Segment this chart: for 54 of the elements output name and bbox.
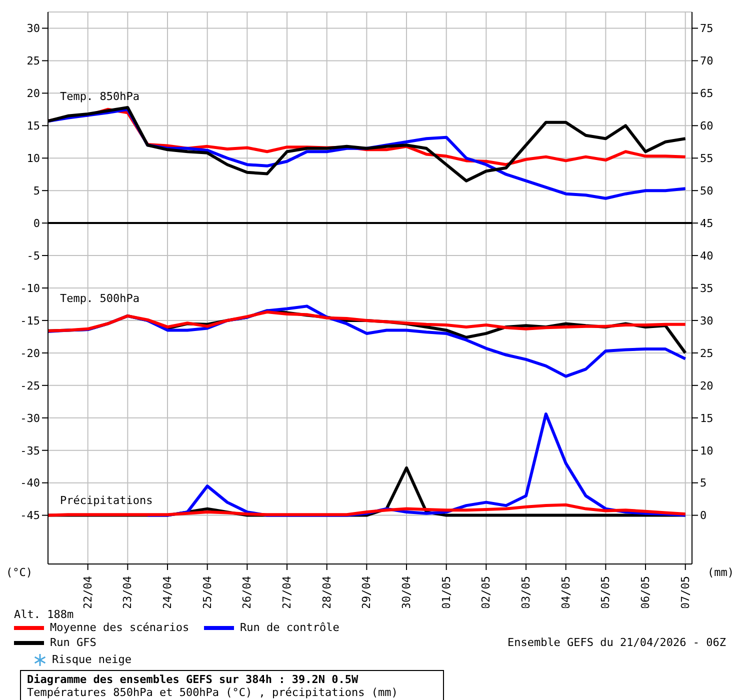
line-series: [48, 310, 687, 332]
text: Alt. 188m: [14, 608, 75, 621]
x-tick-label: 22/04: [81, 576, 94, 610]
y-tick-label: 0: [33, 216, 40, 230]
y2-axis-title: (mm): [708, 566, 734, 579]
y-axis-title: (°C): [6, 566, 32, 579]
y2-tick-label: 60: [700, 120, 714, 133]
legend-label: Run GFS: [50, 636, 96, 649]
legend-label: Run de contrôle: [240, 621, 340, 634]
y2-tick-label: 75: [700, 22, 714, 36]
y-tick-label: 25: [26, 54, 40, 68]
text: Ensemble GEFS du 21/04/2026 - 06Z: [507, 636, 726, 649]
x-tick-label: 26/04: [240, 576, 254, 610]
y2-tick-label: 25: [700, 346, 714, 360]
y-tick-label: -30: [20, 412, 40, 425]
y-tick-label: -15: [20, 314, 40, 328]
x-tick-label: 24/04: [161, 576, 174, 610]
y2-tick-label: 55: [700, 152, 714, 166]
y-tick-label: 20: [26, 87, 40, 100]
x-tick-label: 27/04: [280, 576, 294, 610]
x-tick-label: 28/04: [320, 576, 334, 610]
text: Diagramme des ensembles GEFS sur 384h : 39.2N 0.5W: [27, 673, 360, 686]
y2-tick-label: 5: [700, 476, 707, 490]
y2-tick-label: 40: [700, 249, 714, 262]
y2-tick-label: 70: [700, 54, 714, 68]
y2-tick-label: 65: [700, 87, 714, 100]
y2-tick-label: 10: [700, 444, 714, 458]
x-tick-label: 29/04: [360, 576, 374, 610]
y-tick-label: -45: [20, 509, 40, 522]
y-tick-label: 15: [26, 120, 40, 133]
y-tick-label: 30: [26, 22, 40, 36]
y2-tick-label: 15: [700, 412, 714, 425]
text: Températures 850hPa et 500hPa (°C) , précipitations (mm): [27, 686, 399, 699]
y-tick-label: -40: [20, 476, 40, 490]
x-tick-label: 25/04: [200, 576, 214, 610]
y-tick-label: -10: [20, 282, 40, 295]
y2-tick-label: 0: [700, 509, 707, 522]
annotation: Temp. 850hPa: [60, 90, 140, 103]
y2-tick-label: 45: [700, 216, 714, 230]
y-tick-label: -25: [20, 379, 40, 392]
y2-tick-label: 30: [700, 314, 714, 328]
y-tick-label: -35: [20, 444, 40, 458]
y-tick-label: -20: [20, 346, 40, 360]
x-tick-label: 23/04: [121, 576, 134, 610]
y2-tick-label: 35: [700, 282, 714, 295]
annotation: Temp. 500hPa: [60, 292, 140, 305]
y2-tick-label: 50: [700, 184, 714, 198]
y-tick-label: -5: [26, 249, 40, 262]
legend-label: Moyenne des scénarios: [50, 621, 190, 634]
annotation: Précipitations: [60, 494, 153, 507]
y-tick-label: 5: [33, 184, 40, 198]
y-tick-label: 10: [26, 152, 40, 166]
text: Risque neige: [52, 653, 132, 666]
y2-tick-label: 20: [700, 379, 714, 392]
